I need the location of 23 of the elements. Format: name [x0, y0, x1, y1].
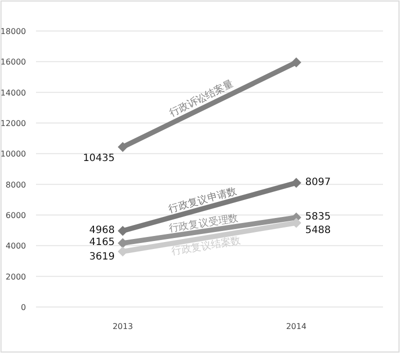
- data-label: 5835: [305, 212, 331, 223]
- point: [291, 178, 302, 188]
- data-label: 4968: [89, 224, 115, 236]
- text: 行政诉讼结案量: [167, 78, 236, 120]
- y-tick-label: 2000: [6, 272, 26, 282]
- y-tick-label: 6000: [6, 211, 26, 220]
- y-tick-label: 18000: [0, 27, 26, 36]
- data-label: 4165: [89, 237, 115, 248]
- point: [291, 57, 302, 68]
- data-label: 3619: [89, 252, 115, 263]
- y-tick-label: 10000: [0, 150, 26, 159]
- y-tick-label: 16000: [0, 58, 26, 67]
- y-tick-label: 0: [20, 303, 26, 312]
- y-tick-label: 4000: [6, 242, 26, 251]
- x-tick-label: 2014: [286, 322, 306, 331]
- point: [118, 142, 128, 152]
- data-label: 10435: [82, 152, 115, 164]
- y-tick-label: 14000: [0, 88, 26, 98]
- data-label: 8097: [305, 176, 331, 188]
- y-tick-label: 8000: [6, 180, 26, 190]
- x-tick-label: 2013: [112, 322, 133, 331]
- data-label: 5488: [305, 224, 331, 236]
- y-tick-label: 12000: [0, 119, 26, 128]
